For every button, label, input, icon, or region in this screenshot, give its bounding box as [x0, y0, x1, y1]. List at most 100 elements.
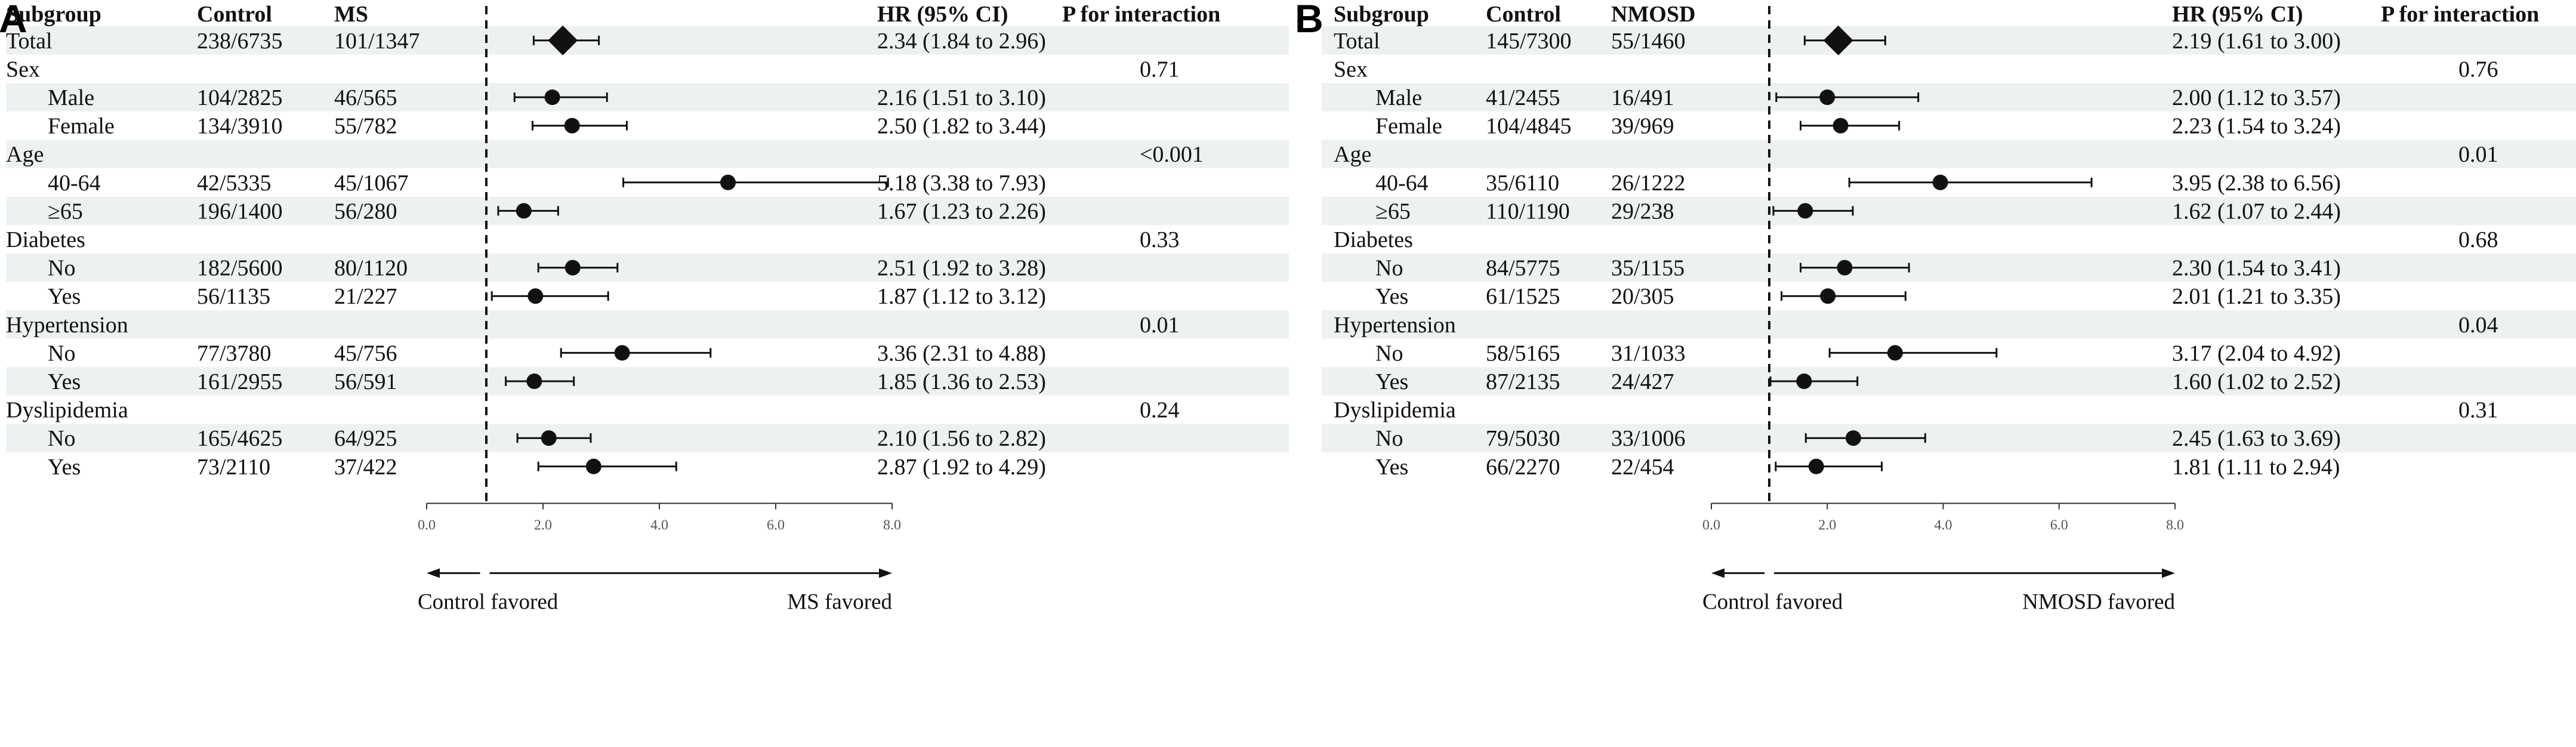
subgroup-label: Age: [1334, 142, 1371, 167]
hr-point-marker: [526, 374, 542, 389]
exposure-count: 55/1460: [1611, 29, 1686, 54]
row-band: [1322, 26, 2576, 55]
control-count: 61/1525: [1486, 284, 1560, 309]
control-count: 42/5335: [197, 171, 272, 196]
exposure-count: 80/1120: [334, 256, 408, 281]
exposure-favored-label: NMOSD favored: [2022, 590, 2175, 615]
hr-ci-text: 1.60 (1.02 to 2.52): [2172, 369, 2341, 394]
control-count: 35/6110: [1486, 171, 1559, 196]
subgroup-label: Yes: [1375, 455, 1408, 480]
subgroup-label: Yes: [48, 455, 81, 480]
hr-diamond-marker: [1823, 25, 1853, 55]
row-band: [6, 83, 1289, 112]
control-count: 73/2110: [197, 455, 270, 480]
exposure-count: 39/969: [1611, 114, 1674, 139]
control-count: 56/1135: [197, 284, 270, 309]
hr-point-marker: [564, 118, 580, 134]
hr-ci-text: 5.18 (3.38 to 7.93): [877, 171, 1046, 196]
hr-point-marker: [527, 288, 544, 304]
hr-point-marker: [720, 174, 736, 190]
hr-ci-text: 2.01 (1.21 to 3.35): [2172, 284, 2341, 309]
exposure-count: 33/1006: [1611, 426, 1686, 451]
control-favored-label: Control favored: [1702, 590, 1843, 615]
row-band: [6, 310, 1289, 339]
hr-ci-text: 2.00 (1.12 to 3.57): [2172, 85, 2341, 110]
header-subgroup: Subgroup: [1334, 2, 1429, 27]
subgroup-label: No: [48, 256, 75, 281]
row-band: [6, 196, 1289, 226]
exposure-count: 26/1222: [1611, 171, 1686, 196]
control-count: 104/2825: [197, 85, 283, 110]
control-favored-arrowhead: [427, 568, 440, 578]
control-count: 134/3910: [197, 114, 283, 139]
hr-diamond-marker: [548, 25, 578, 55]
exposure-count: 64/925: [334, 426, 397, 451]
subgroup-label: Yes: [48, 369, 81, 394]
control-favored-label: Control favored: [418, 590, 559, 615]
hr-point-marker: [1796, 374, 1812, 389]
subgroup-label: Sex: [6, 57, 40, 82]
row-band: [6, 424, 1289, 452]
subgroup-label: Age: [6, 142, 44, 167]
x-tick-label: 6.0: [767, 518, 785, 533]
exposure-count: 21/227: [334, 284, 397, 309]
row-band: [1322, 196, 2576, 226]
x-tick-label: 2.0: [534, 518, 552, 533]
subgroup-label: Diabetes: [1334, 227, 1413, 252]
header-hr: HR (95% CI): [2172, 2, 2303, 27]
hr-point-marker: [1820, 288, 1836, 304]
hr-ci-text: 1.85 (1.36 to 2.53): [877, 369, 1046, 394]
hr-ci-text: 2.16 (1.51 to 3.10): [877, 85, 1046, 110]
subgroup-label: ≥65: [1375, 199, 1411, 224]
hr-ci-text: 1.67 (1.23 to 2.26): [877, 199, 1046, 224]
header-exposure: MS: [334, 2, 368, 27]
exposure-favored-arrowhead: [879, 568, 892, 578]
panel-letter: B: [1295, 0, 1324, 41]
exposure-count: 56/280: [334, 199, 397, 224]
subgroup-label: No: [1375, 341, 1403, 366]
exposure-count: 22/454: [1611, 455, 1674, 480]
control-count: 238/6735: [197, 29, 283, 54]
exposure-count: 24/427: [1611, 369, 1674, 394]
subgroup-label: Female: [48, 114, 115, 139]
exposure-count: 55/782: [334, 114, 397, 139]
control-count: 87/2135: [1486, 369, 1560, 394]
row-band: [1322, 253, 2576, 282]
header-p-interaction: P for interaction: [2381, 2, 2539, 27]
subgroup-label: Dyslipidemia: [6, 398, 128, 423]
x-tick-label: 8.0: [2166, 518, 2184, 533]
exposure-count: 101/1347: [334, 29, 420, 54]
hr-point-marker: [1832, 118, 1849, 134]
exposure-count: 20/305: [1611, 284, 1674, 309]
hr-point-marker: [1808, 458, 1824, 474]
subgroup-label: Male: [1375, 85, 1422, 110]
hr-ci-text: 1.62 (1.07 to 2.44): [2172, 199, 2341, 224]
hr-ci-text: 2.45 (1.63 to 3.69): [2172, 426, 2341, 451]
hr-ci-text: 3.36 (2.31 to 4.88): [877, 341, 1046, 366]
exposure-count: 16/491: [1611, 85, 1674, 110]
panel-letter: A: [0, 0, 27, 41]
subgroup-label: 40-64: [48, 171, 101, 196]
hr-ci-text: 2.34 (1.84 to 2.96): [877, 29, 1046, 54]
hr-point-marker: [544, 89, 560, 105]
header-p-interaction: P for interaction: [1062, 2, 1220, 27]
header-control: Control: [1486, 2, 1561, 27]
hr-point-marker: [1837, 260, 1853, 276]
exposure-count: 46/565: [334, 85, 397, 110]
subgroup-label: No: [48, 426, 75, 451]
hr-ci-text: 2.87 (1.92 to 4.29): [877, 455, 1046, 480]
hr-ci-text: 2.19 (1.61 to 3.00): [2172, 29, 2341, 54]
control-count: 66/2270: [1486, 455, 1560, 480]
hr-point-marker: [541, 430, 557, 446]
hr-ci-text: 1.81 (1.11 to 2.94): [2172, 455, 2340, 480]
forest-panel-b: B Subgroup Control NMOSD HR (95% CI) P for in…: [1295, 0, 2576, 615]
subgroup-label: Male: [48, 85, 94, 110]
subgroup-label: Yes: [48, 284, 81, 309]
row-band: [1322, 367, 2576, 396]
hr-point-marker: [1797, 203, 1813, 219]
control-count: 79/5030: [1486, 426, 1560, 451]
hr-point-marker: [516, 203, 532, 219]
p-interaction-value: 0.33: [1140, 227, 1180, 252]
exposure-count: 45/756: [334, 341, 397, 366]
